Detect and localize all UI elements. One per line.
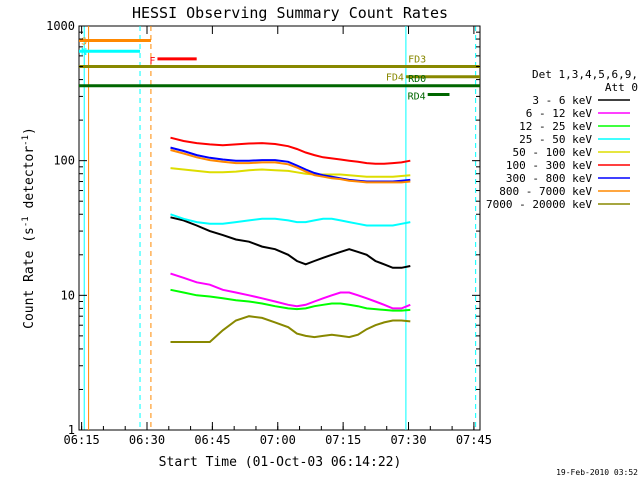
flag-label: FD4 bbox=[386, 73, 404, 84]
plot-area: SN F FD3 FD4 RD0 RD4 bbox=[79, 26, 480, 430]
series-line bbox=[170, 216, 411, 269]
x-tick-label: 07:45 bbox=[456, 433, 492, 447]
timestamp: 19-Feb-2010 03:52 bbox=[556, 468, 638, 477]
legend-entry-label: 800 - 7000 keV bbox=[499, 185, 592, 198]
chart-title: HESSI Observing Summary Count Rates bbox=[132, 4, 448, 22]
x-tick-label: 06:45 bbox=[194, 433, 230, 447]
y-tick-label: 1000 bbox=[46, 19, 75, 33]
legend-entry-label: 3 - 6 keV bbox=[532, 94, 592, 107]
plot-frame bbox=[78, 25, 481, 431]
legend-entry-label: 300 - 800 keV bbox=[506, 172, 592, 185]
flag-label: RD4 bbox=[408, 91, 426, 102]
series-line bbox=[170, 272, 411, 310]
x-tick-label: 06:30 bbox=[129, 433, 165, 447]
x-tick-label: 07:30 bbox=[390, 433, 426, 447]
legend-entry-label: 100 - 300 keV bbox=[506, 159, 592, 172]
y-tick-label: 100 bbox=[53, 154, 75, 168]
flag-label: N bbox=[81, 47, 87, 58]
flag-label: S bbox=[81, 37, 87, 48]
legend-title-1: Det 1,3,4,5,6,9, bbox=[532, 68, 638, 81]
x-axis: 06:15 06:30 06:45 07:00 07:15 07:30 07:45 bbox=[64, 26, 492, 447]
y-tick-label: 1 bbox=[68, 423, 75, 437]
y-axis-label: Count Rate (s-1 detector-1) bbox=[21, 127, 37, 329]
flag-label: F bbox=[149, 56, 155, 67]
series-line bbox=[170, 315, 411, 343]
series-line bbox=[170, 213, 411, 227]
series-line bbox=[170, 288, 411, 312]
x-tick-label: 07:00 bbox=[260, 433, 296, 447]
x-tick-label: 06:15 bbox=[64, 433, 100, 447]
series-line bbox=[170, 149, 411, 184]
legend-entry-label: 7000 - 20000 keV bbox=[486, 198, 592, 211]
y-axis: 1 10 100 1000 bbox=[46, 19, 480, 437]
y-tick-label: 10 bbox=[61, 288, 75, 302]
legend-entry-label: 50 - 100 keV bbox=[513, 146, 593, 159]
flag-label: FD3 bbox=[408, 55, 426, 66]
legend-entry-label: 6 - 12 keV bbox=[526, 107, 593, 120]
legend-entry-label: 12 - 25 keV bbox=[519, 120, 592, 133]
flag-label: RD0 bbox=[408, 74, 426, 85]
series-line bbox=[170, 136, 411, 165]
legend-title-2: Att 0 bbox=[605, 81, 638, 94]
x-tick-label: 07:15 bbox=[325, 433, 361, 447]
series-line bbox=[170, 167, 411, 178]
legend-entry-label: 25 - 50 keV bbox=[519, 133, 592, 146]
x-axis-label: Start Time (01-Oct-03 06:14:22) bbox=[159, 455, 402, 470]
